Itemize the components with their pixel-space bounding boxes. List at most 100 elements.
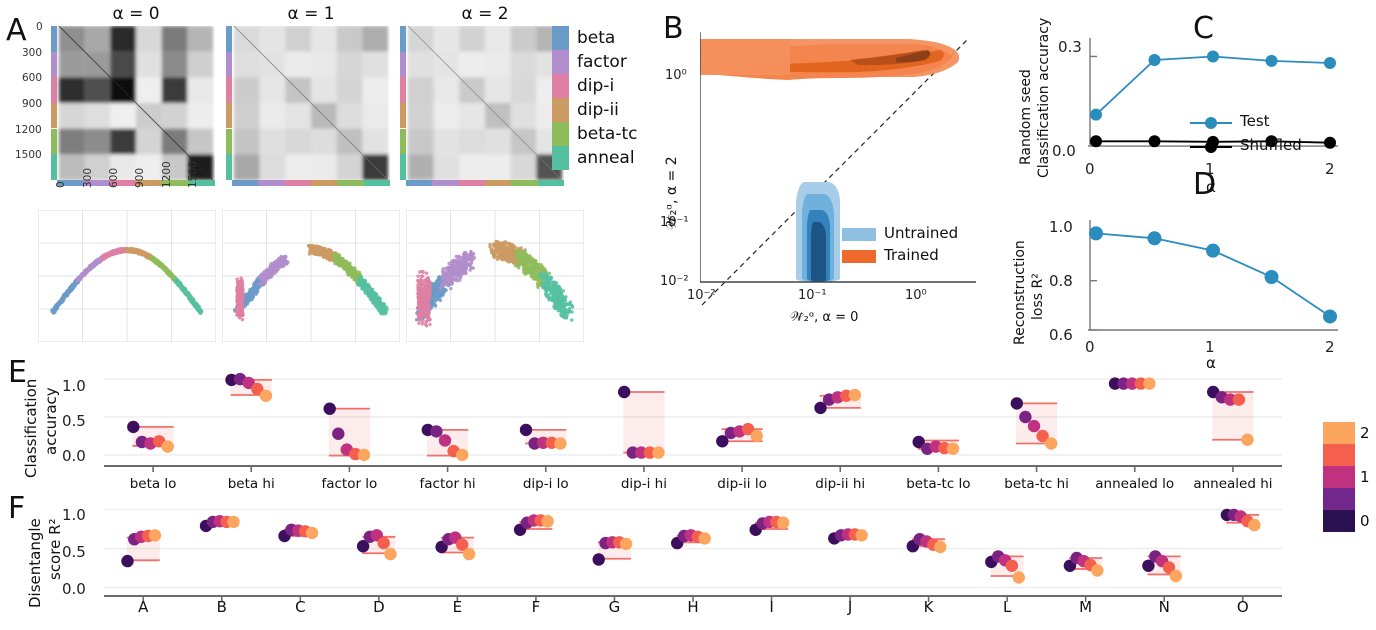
colorbar-cell-0 <box>1323 510 1355 532</box>
group-label: factor hi <box>419 476 476 492</box>
panel-d-xtick-2: 2 <box>1325 338 1335 356</box>
matrix-xtick-1200: 1200 <box>161 161 173 188</box>
group-label: N <box>1158 598 1170 616</box>
panel-b-xtick-1em1: 10⁻¹ <box>798 288 827 303</box>
legend-label-beta-tc: beta-tc <box>577 124 638 144</box>
legend-label-dip-i: dip-i <box>577 76 615 96</box>
group-label: J <box>847 598 853 616</box>
group-label: H <box>687 598 699 616</box>
panel-b-ytick-1em1: 10⁻¹ <box>660 215 689 230</box>
panel-c-legend-label-shuffled: Shuffled <box>1240 136 1302 154</box>
matrix-alpha0-row-colorstrip <box>51 26 57 180</box>
panel-f-plot <box>104 492 1282 602</box>
alpha-colorbar <box>1323 422 1355 532</box>
panel-b-legend-label-untrained: Untrained <box>884 224 959 242</box>
matrix-title-alpha2: α = 2 <box>461 4 509 24</box>
group-label: factor lo <box>321 476 378 492</box>
panel-c-xtick-2: 2 <box>1325 160 1335 178</box>
colorbar-cell-05 <box>1323 488 1355 510</box>
matrix-ytick-1200: 1200 <box>15 124 42 136</box>
group-label: B <box>216 598 227 616</box>
panel-d-ytick-08: 0.8 <box>1049 272 1073 290</box>
panel-d-xlabel: α <box>1206 354 1216 372</box>
legend-swatch-factor <box>552 50 569 74</box>
legend-swatch-dip-ii <box>552 98 569 122</box>
panel-c-ytick-00: 0.0 <box>1052 142 1076 160</box>
panel-e-plot <box>104 362 1282 472</box>
panel-b-xtick-1e0: 10⁰ <box>905 288 927 303</box>
matrix-xtick-300: 300 <box>82 167 94 188</box>
similarity-matrix-alpha0 <box>57 26 215 180</box>
legend-swatch-anneal <box>552 146 569 170</box>
panel-c-xtick-0: 0 <box>1085 160 1095 178</box>
group-label: beta lo <box>129 476 177 492</box>
group-label: dip-i hi <box>620 476 667 492</box>
colorbar-cell-15 <box>1323 444 1355 466</box>
matrix-alpha1-row-colorstrip <box>226 26 232 180</box>
matrix-title-alpha0: α = 0 <box>112 4 160 24</box>
matrix-ytick-600: 600 <box>22 72 43 84</box>
group-label: dip-i lo <box>522 476 569 492</box>
embedding-scatter-alpha0 <box>38 210 216 342</box>
colorbar-label-1: 1 <box>1360 468 1370 486</box>
panel-c-xtick-1: 1 <box>1205 160 1215 178</box>
panel-e-ytick-00: 0.0 <box>62 447 86 465</box>
panel-letter-d: D <box>1193 167 1217 202</box>
panel-c-ylabel-line2: Classification accuracy <box>1036 17 1052 178</box>
panel-c-legend-marker-test <box>1190 116 1232 130</box>
legend-label-beta: beta <box>577 28 616 48</box>
panel-f-ytick-00: 0.0 <box>62 580 86 598</box>
group-label: A <box>138 598 149 616</box>
legend-swatch-dip-i <box>552 74 569 98</box>
matrix-xtick-600: 600 <box>108 167 120 188</box>
panel-d-ytick-06: 0.6 <box>1049 326 1073 344</box>
legend-label-factor: factor <box>577 52 627 72</box>
panel-c-xlabel: α <box>1206 178 1216 196</box>
group-label: K <box>923 598 934 616</box>
group-label: annealed hi <box>1193 476 1273 492</box>
group-label: G <box>608 598 621 616</box>
matrix-alpha1-col-colorstrip <box>232 180 390 186</box>
group-label: D <box>373 598 385 616</box>
panel-b-ytick-1em2: 10⁻² <box>660 274 689 289</box>
panel-b-xlabel: 𝒲̄₂ᵅ, α = 0 <box>790 310 859 325</box>
panel-d-ylabel-line1: Reconstruction <box>1012 240 1028 345</box>
matrix-alpha2-row-colorstrip <box>400 26 406 180</box>
matrix-ytick-0: 0 <box>36 21 43 33</box>
panel-letter-c: C <box>1193 11 1214 46</box>
colorbar-cell-1 <box>1323 466 1355 488</box>
panel-b-legend-swatch-untrained <box>842 228 876 241</box>
panel-e-ytick-10: 1.0 <box>62 377 86 395</box>
panel-f-ytick-05: 0.5 <box>62 543 86 561</box>
colorbar-cell-2 <box>1323 422 1355 444</box>
similarity-matrix-alpha1 <box>232 26 390 180</box>
group-label: dip-ii lo <box>717 476 767 492</box>
panel-b-ytick-1e0: 10⁰ <box>665 68 687 83</box>
group-label: C <box>295 598 306 616</box>
panel-d-xtick-1: 1 <box>1205 338 1215 356</box>
panel-d-ylabel-line2: loss R² <box>1030 273 1046 320</box>
panel-e-ytick-05: 0.5 <box>62 412 86 430</box>
embedding-scatter-alpha1 <box>222 210 400 342</box>
legend-swatch-beta <box>552 26 569 50</box>
group-label: F <box>531 598 541 616</box>
panel-letter-f: F <box>8 491 26 526</box>
panel-c-legend-label-test: Test <box>1240 112 1270 130</box>
panel-b-legend-swatch-trained <box>842 250 876 263</box>
matrix-xtick-0: 0 <box>55 181 67 188</box>
matrix-ytick-300: 300 <box>22 47 43 59</box>
group-label: M <box>1079 598 1093 616</box>
matrix-title-alpha1: α = 1 <box>287 4 335 24</box>
matrix-ytick-900: 900 <box>22 98 43 110</box>
legend-swatch-beta-tc <box>552 122 569 146</box>
colorbar-label-0: 0 <box>1360 512 1370 530</box>
group-label: dip-ii hi <box>815 476 866 492</box>
panel-letter-b: B <box>663 11 684 46</box>
panel-c-ytick-03: 0.3 <box>1058 38 1082 56</box>
matrix-xtick-900: 900 <box>134 167 146 188</box>
similarity-matrix-alpha2 <box>406 26 564 180</box>
embedding-scatter-alpha2 <box>406 210 584 342</box>
panel-f-ytick-10: 1.0 <box>62 506 86 524</box>
panel-b-ylabel: 𝒲̄₂ᵅ, α = 2 <box>664 156 680 230</box>
matrix-xtick-1500: 1500 <box>187 161 199 188</box>
